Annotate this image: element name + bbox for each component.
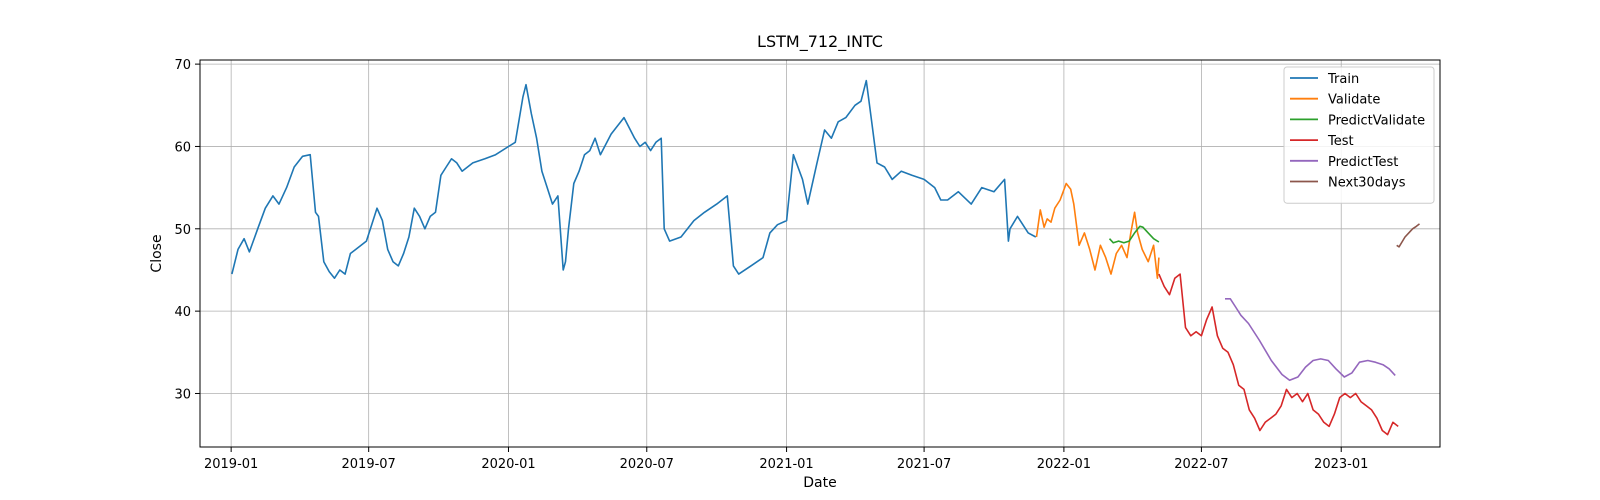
series-line-train bbox=[231, 79, 1037, 280]
legend-box bbox=[1283, 66, 1435, 204]
y-tick-label: 30 bbox=[174, 387, 191, 402]
y-tick-label: 50 bbox=[174, 223, 191, 238]
series-line-predicttest bbox=[1225, 297, 1396, 382]
legend-label: Validate bbox=[1328, 93, 1380, 108]
legend-label: PredictValidate bbox=[1328, 113, 1425, 128]
y-axis-title: Close bbox=[149, 234, 165, 272]
series-line-next30days bbox=[1396, 223, 1420, 248]
x-tick-label: 2019-01 bbox=[204, 457, 258, 472]
y-tick-label: 60 bbox=[174, 140, 191, 155]
legend-label: Test bbox=[1327, 134, 1354, 149]
x-tick-label: 2022-01 bbox=[1037, 457, 1091, 472]
y-tick-label: 40 bbox=[174, 305, 191, 320]
x-axis: 2019-01 2019-07 2020-01 2020-07 2021-01 2021-… bbox=[204, 447, 1368, 472]
series-group bbox=[231, 79, 1420, 436]
x-tick-label: 2021-07 bbox=[897, 457, 951, 472]
x-tick-label: 2019-07 bbox=[342, 457, 396, 472]
legend: Train Validate PredictValidate Test PredictT… bbox=[1283, 66, 1435, 204]
x-axis-title: Date bbox=[803, 475, 836, 491]
x-tick-label: 2023-01 bbox=[1314, 457, 1368, 472]
grid bbox=[200, 60, 1440, 447]
legend-label: Next30days bbox=[1328, 176, 1406, 191]
x-tick-label: 2020-01 bbox=[481, 457, 535, 472]
y-tick-label: 70 bbox=[174, 58, 191, 73]
legend-label: PredictTest bbox=[1328, 155, 1398, 170]
legend-label: Train bbox=[1327, 72, 1359, 87]
y-axis: 30 40 50 60 70 bbox=[174, 58, 200, 402]
plot-frame bbox=[199, 59, 1441, 448]
x-tick-label: 2020-07 bbox=[620, 457, 674, 472]
x-tick-label: 2021-01 bbox=[759, 457, 813, 472]
series-line-validate bbox=[1035, 182, 1160, 280]
series-line-predictvalidate bbox=[1108, 225, 1160, 244]
series-line-test bbox=[1158, 273, 1399, 436]
chart-title: LSTM_712_INTC bbox=[757, 32, 883, 52]
x-tick-label: 2022-07 bbox=[1174, 457, 1228, 472]
